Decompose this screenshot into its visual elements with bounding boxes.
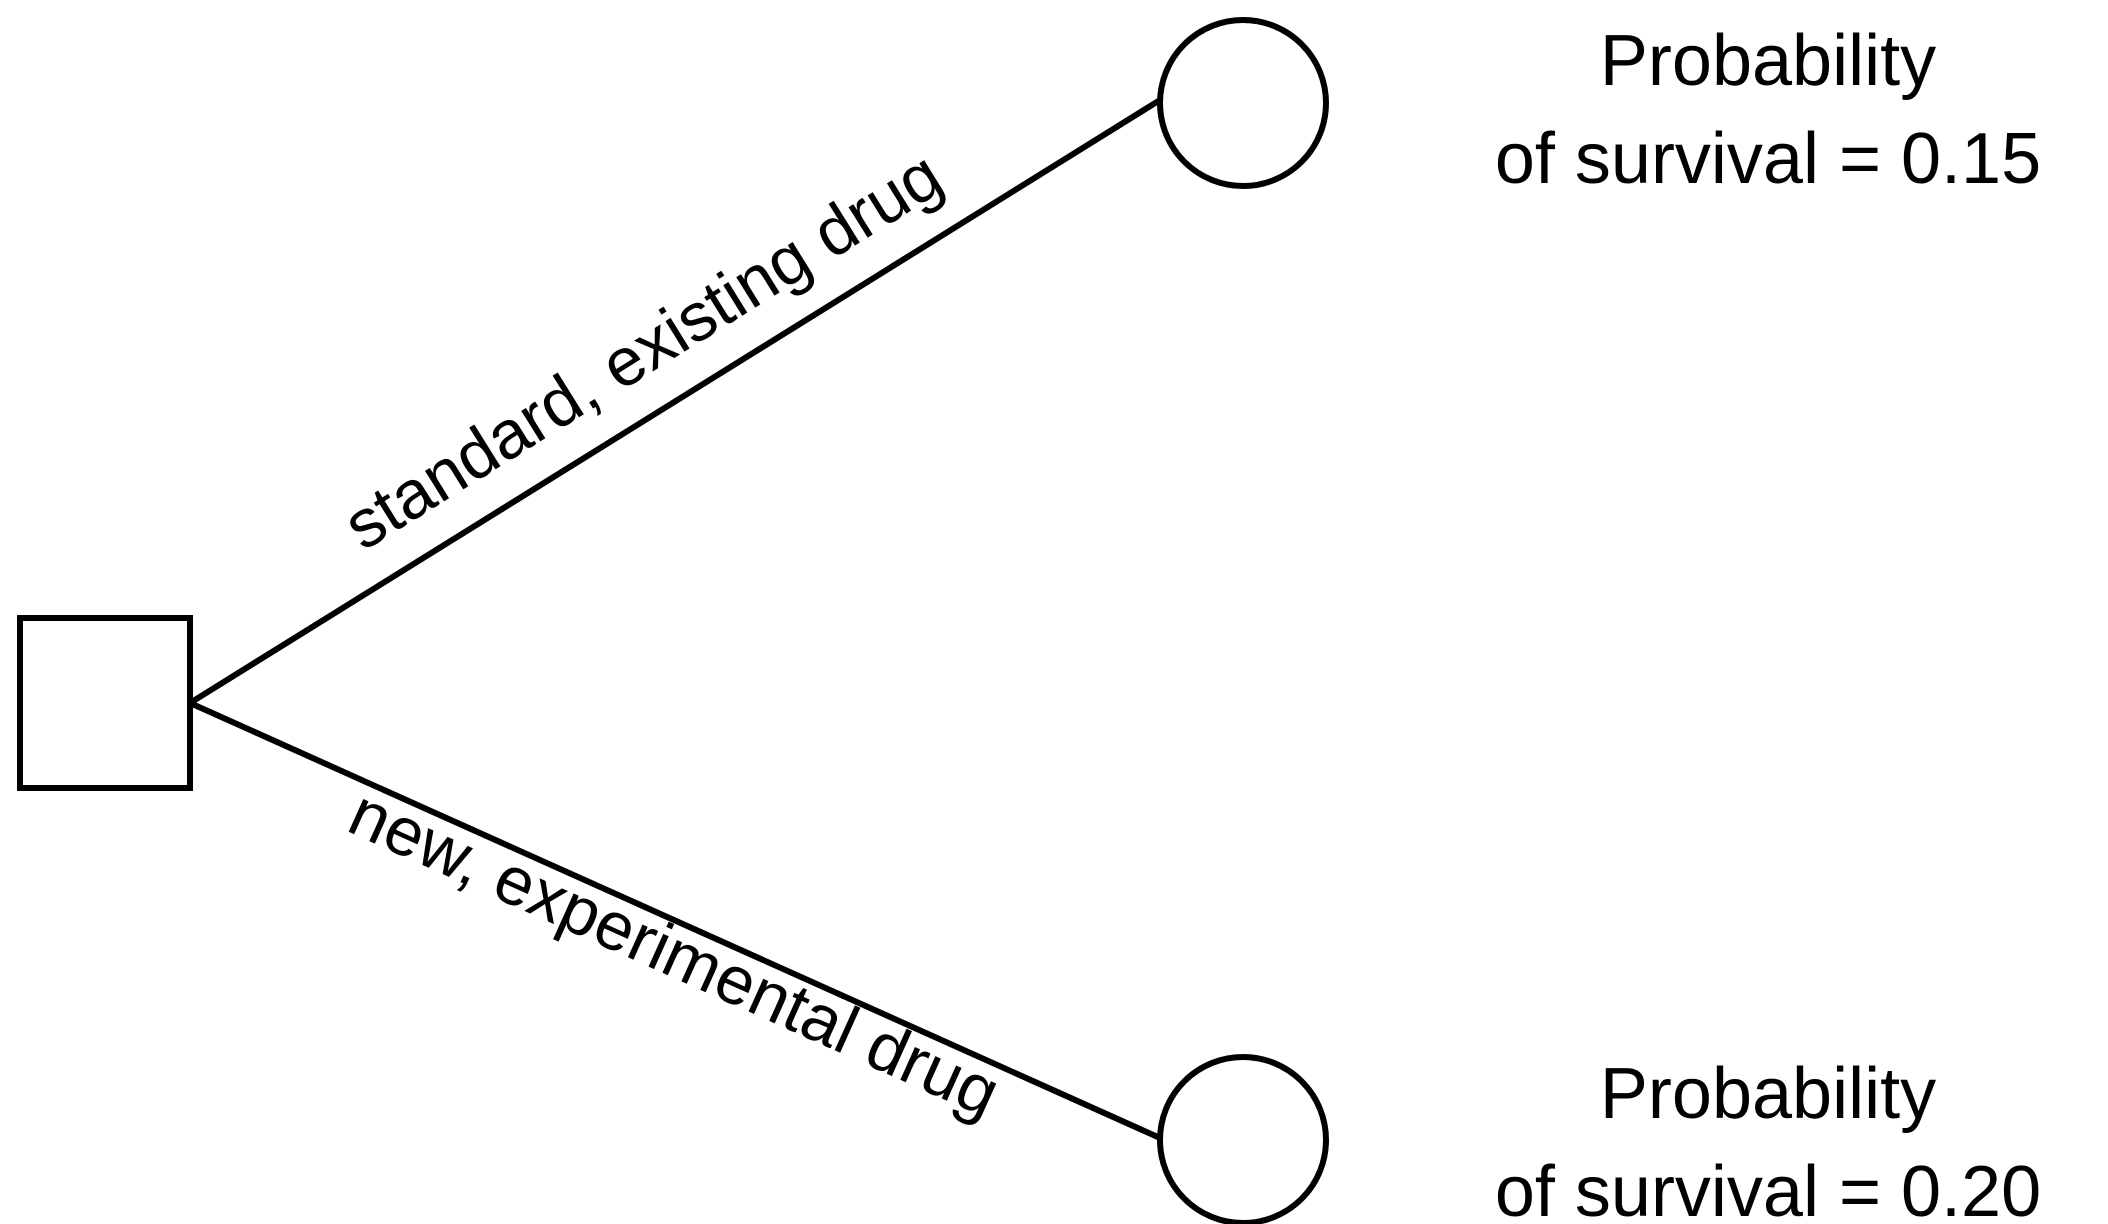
branch-label-experimental: new, experimental drug: [338, 774, 1010, 1132]
chance-node-experimental: [1157, 1054, 1329, 1224]
outcome-label-standard-line2: of survival = 0.15: [1495, 119, 2041, 199]
outcome-label-standard-line1: Probability: [1600, 21, 1936, 101]
outcome-label-experimental-line2: of survival = 0.20: [1495, 1152, 2041, 1224]
branch-line-standard: [187, 97, 1163, 706]
branch-label-standard: standard, existing drug: [331, 136, 955, 564]
branch-line-experimental: [187, 700, 1163, 1141]
decision-node: [17, 615, 193, 791]
outcome-label-experimental-line1: Probability: [1600, 1054, 1936, 1134]
chance-node-standard: [1157, 17, 1329, 189]
